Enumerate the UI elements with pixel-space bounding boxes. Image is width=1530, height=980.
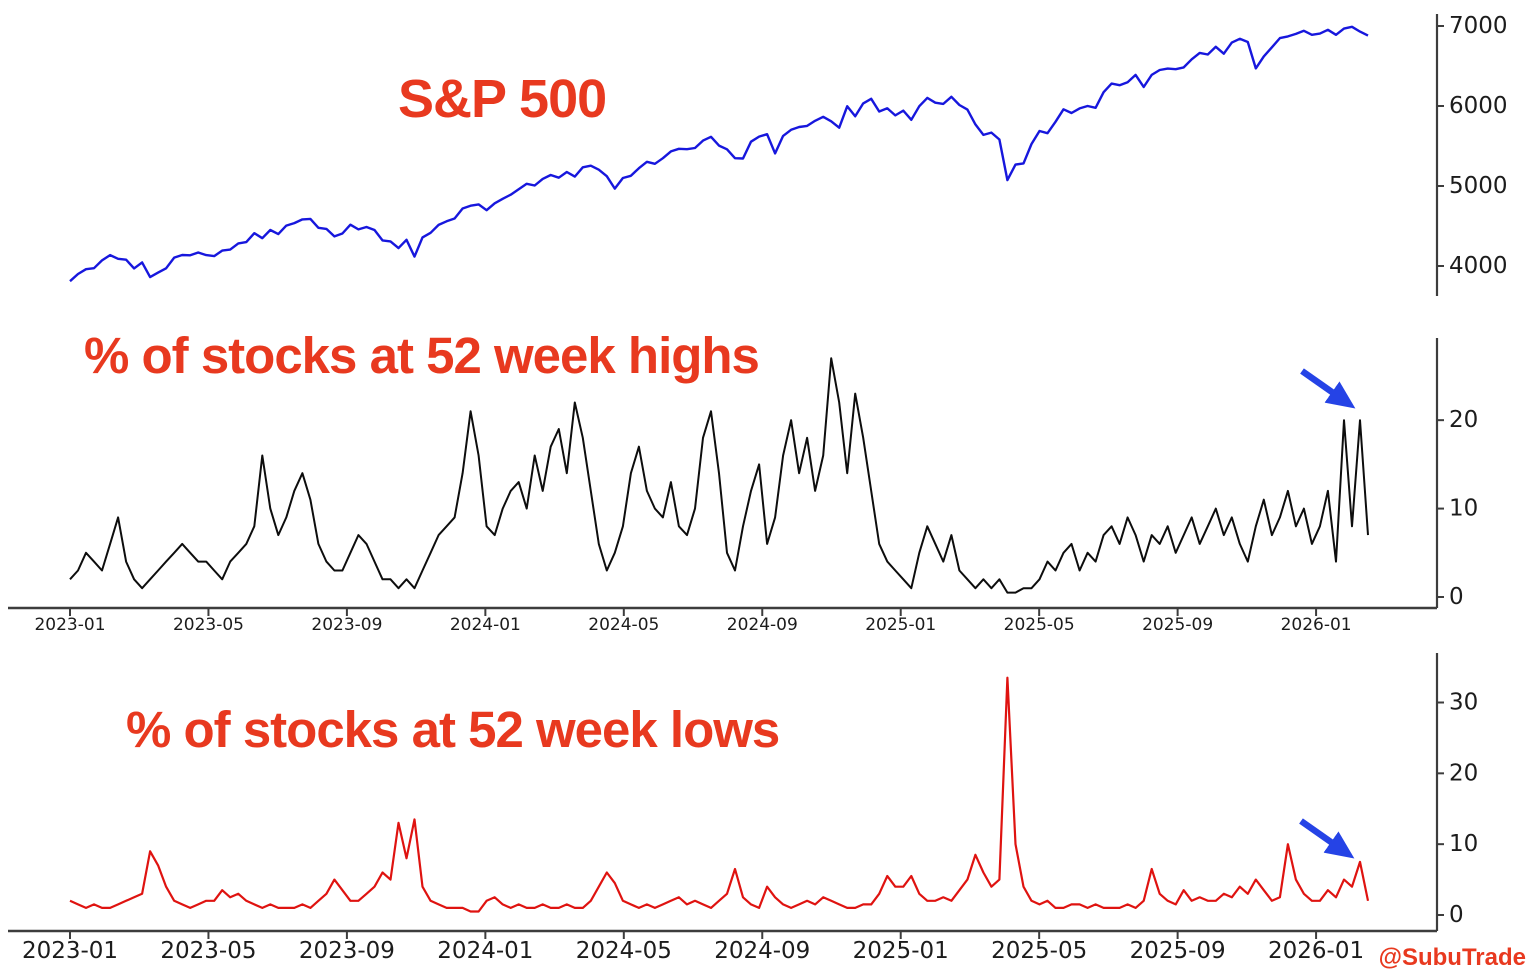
pct_52wk_highs-x-tick-label: 2024-05	[588, 615, 659, 635]
sp500-y-tick-label: 7000	[1449, 13, 1508, 39]
sp500-title: S&P 500	[398, 69, 607, 129]
pct_52wk_highs-y-tick-label: 20	[1449, 407, 1478, 433]
highs-title: % of stocks at 52 week highs	[84, 327, 760, 384]
sp500-y-tick-label: 6000	[1449, 93, 1508, 119]
pct_52wk_lows-x-tick-label: 2023-05	[160, 938, 256, 964]
sp500-y-tick-label: 5000	[1449, 173, 1508, 199]
pct_52wk_highs-x-tick-label: 2024-01	[450, 615, 521, 635]
pct_52wk_highs-x-tick-label: 2026-01	[1281, 615, 1352, 635]
pct_52wk_highs-x-tick-label: 2023-09	[311, 615, 382, 635]
pct_52wk_lows-y-tick-label: 10	[1449, 831, 1478, 857]
pct_52wk_highs-y-tick-label: 0	[1449, 584, 1464, 610]
pct_52wk_highs-y-tick-label: 10	[1449, 496, 1478, 522]
annotation-arrow-highs	[1300, 368, 1356, 409]
pct_52wk_lows-x-tick-label: 2026-01	[1268, 938, 1364, 964]
pct_52wk_lows-y-tick-label: 0	[1449, 902, 1464, 928]
sp500-y-tick-label: 4000	[1449, 253, 1508, 279]
watermark: @SubuTrade	[1378, 944, 1526, 971]
pct_52wk_lows-x-tick-label: 2025-05	[991, 938, 1087, 964]
pct_52wk_lows-y-tick-label: 20	[1449, 760, 1478, 786]
pct_52wk_lows-x-tick-label: 2023-09	[299, 938, 395, 964]
pct_52wk_lows-x-tick-label: 2023-01	[22, 938, 118, 964]
pct_52wk_lows-y-tick-label: 30	[1449, 690, 1478, 716]
pct_52wk_lows-x-tick-label: 2024-09	[714, 938, 810, 964]
annotation-arrow-lows	[1299, 818, 1355, 859]
pct_52wk_highs-x-tick-label: 2025-05	[1004, 615, 1075, 635]
pct_52wk_highs-x-tick-label: 2025-09	[1142, 615, 1213, 635]
pct_52wk_lows-x-tick-label: 2024-05	[576, 938, 672, 964]
pct_52wk_lows-line	[69, 676, 1370, 913]
pct_52wk_highs-x-tick-label: 2023-01	[34, 615, 105, 635]
sp500-line	[69, 25, 1369, 283]
pct_52wk_lows-x-tick-label: 2025-09	[1130, 938, 1226, 964]
lows-title: % of stocks at 52 week lows	[126, 701, 780, 758]
pct_52wk_lows-x-tick-label: 2024-01	[437, 938, 533, 964]
pct_52wk_highs-x-tick-label: 2025-01	[865, 615, 936, 635]
pct_52wk_highs-x-tick-label: 2024-09	[727, 615, 798, 635]
pct_52wk_highs-x-tick-label: 2023-05	[173, 615, 244, 635]
pct_52wk_lows-x-tick-label: 2025-01	[853, 938, 949, 964]
pct_52wk_highs-line	[69, 357, 1369, 594]
